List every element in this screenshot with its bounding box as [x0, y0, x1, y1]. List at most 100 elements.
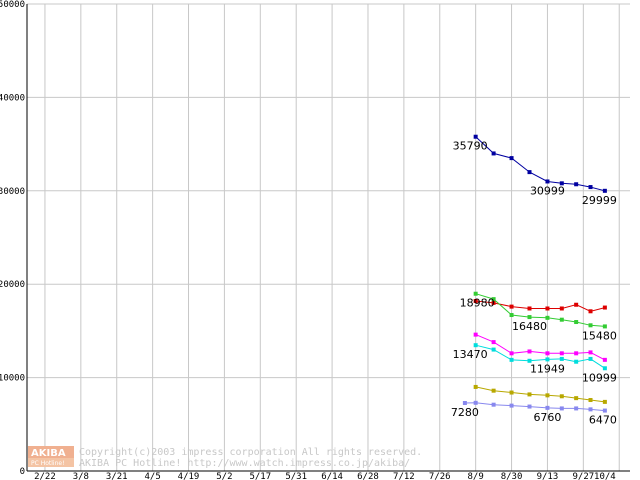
- x-tick-label: 3/21: [106, 472, 128, 480]
- watermark-logo-sub: PC Hotline!: [31, 460, 64, 467]
- series-lavender-point: [527, 404, 532, 409]
- x-tick-label: 7/26: [429, 472, 451, 480]
- series-olive-point: [545, 393, 550, 398]
- series-blue-point: [473, 134, 478, 139]
- series-magenta-point: [473, 332, 478, 337]
- data-label: 35790: [453, 140, 488, 153]
- x-tick-label: 9/13: [537, 472, 559, 480]
- series-red-point: [574, 302, 579, 307]
- x-tick-label: 4/19: [178, 472, 200, 480]
- y-tick-label: 30000: [0, 187, 25, 197]
- data-label: 6760: [533, 411, 561, 424]
- series-cyan-point: [527, 358, 532, 363]
- watermark-logo-main: AKIBA: [31, 448, 66, 459]
- series-lavender-point: [588, 407, 593, 412]
- series-red-point: [588, 309, 593, 314]
- data-label: 30999: [530, 184, 565, 197]
- series-blue-point: [588, 185, 593, 190]
- axes: [26, 4, 630, 472]
- x-tick-label: 8/9: [468, 472, 484, 480]
- series-magenta-point: [588, 350, 593, 355]
- series-red-point: [527, 306, 532, 311]
- series-green-point: [509, 313, 514, 318]
- watermark-url: AKIBA PC Hotline! http://www.watch.impre…: [79, 458, 410, 469]
- series-blue-point: [574, 182, 579, 187]
- x-tick-label: 8/30: [501, 472, 523, 480]
- series-magenta-point: [527, 349, 532, 354]
- y-axis-ticks: 0 10000 20000 30000 40000 50000: [0, 0, 25, 477]
- series-olive-point: [491, 388, 496, 393]
- x-axis-ticks: 2/22 3/8 3/21 4/5 4/19 5/2 5/17 5/31 6/14 6/28 7/1…: [34, 472, 616, 480]
- y-tick-label: 0: [20, 467, 25, 477]
- series-blue-point: [545, 179, 550, 184]
- series-olive-point: [559, 394, 564, 399]
- data-labels: 35790 30999 29999 18980 16480 15480 13470 11949…: [451, 140, 617, 427]
- series-cyan-point: [574, 359, 579, 364]
- series-blue-line: [475, 136, 606, 192]
- series-olive-point: [527, 392, 532, 397]
- series-blue-point: [527, 170, 532, 175]
- data-label: 18980: [460, 297, 495, 310]
- x-tick-label: 6/28: [357, 472, 379, 480]
- series-olive-point: [602, 399, 607, 404]
- series-lavender-point: [574, 406, 579, 411]
- series-red-point: [491, 300, 496, 305]
- data-label: 11949: [530, 362, 565, 375]
- watermark: AKIBA PC Hotline! Copyright(c)2003 impre…: [28, 446, 422, 469]
- series-green-point: [574, 320, 579, 325]
- data-label: 13470: [453, 348, 488, 361]
- series-cyan-point: [509, 357, 514, 362]
- series-lavender-point: [509, 403, 514, 408]
- series-blue-point: [491, 151, 496, 156]
- series-blue-point: [509, 156, 514, 161]
- series-lavender-point: [545, 405, 550, 410]
- x-tick-label: 4/5: [144, 472, 160, 480]
- series-cyan-point: [545, 357, 550, 362]
- series-cyan-point: [588, 356, 593, 361]
- series-cyan-point: [473, 343, 478, 348]
- series-olive-point: [588, 398, 593, 403]
- series-olive-point: [509, 390, 514, 395]
- watermark-logo-bottom: [28, 458, 74, 467]
- series-magenta-point: [574, 351, 579, 356]
- series-olive-point: [574, 396, 579, 401]
- series-red-point: [509, 304, 514, 309]
- watermark-copyright: Copyright(c)2003 impress corporation All…: [79, 447, 422, 458]
- series-lavender-line: [464, 402, 605, 412]
- x-tick-label: 5/2: [216, 472, 232, 480]
- y-tick-label: 40000: [0, 93, 25, 103]
- grid: [27, 3, 630, 471]
- series-magenta-point: [602, 357, 607, 362]
- data-label: 16480: [512, 320, 547, 333]
- x-tick-label: 3/8: [73, 472, 89, 480]
- series-blue-point: [559, 181, 564, 186]
- series-cyan-point: [559, 356, 564, 361]
- series-lavender-point: [491, 402, 496, 407]
- series-red-point: [473, 299, 478, 304]
- series-blue-point: [602, 188, 607, 193]
- series-lavender-point: [462, 401, 467, 406]
- x-tick-label: 6/14: [321, 472, 343, 480]
- series-green-point: [602, 324, 607, 329]
- series-green-point: [527, 315, 532, 320]
- series-lavender-point: [602, 408, 607, 413]
- data-label: 29999: [582, 194, 617, 207]
- series-group: [462, 134, 607, 413]
- x-tick-label: 9/27: [572, 472, 594, 480]
- x-tick-label: 5/17: [249, 472, 271, 480]
- series-magenta-point: [509, 351, 514, 356]
- series-lavender-point: [473, 400, 478, 405]
- series-red-point: [559, 306, 564, 311]
- y-tick-label: 10000: [0, 374, 25, 384]
- series-green-point: [473, 291, 478, 296]
- series-cyan-point: [491, 347, 496, 352]
- series-olive-point: [473, 384, 478, 389]
- series-red-point: [602, 305, 607, 310]
- series-magenta-point: [491, 340, 496, 345]
- y-tick-label: 50000: [0, 0, 25, 10]
- x-tick-label: 5/31: [285, 472, 307, 480]
- data-label: 15480: [582, 329, 617, 342]
- series-magenta-point: [559, 351, 564, 356]
- series-green-point: [491, 297, 496, 302]
